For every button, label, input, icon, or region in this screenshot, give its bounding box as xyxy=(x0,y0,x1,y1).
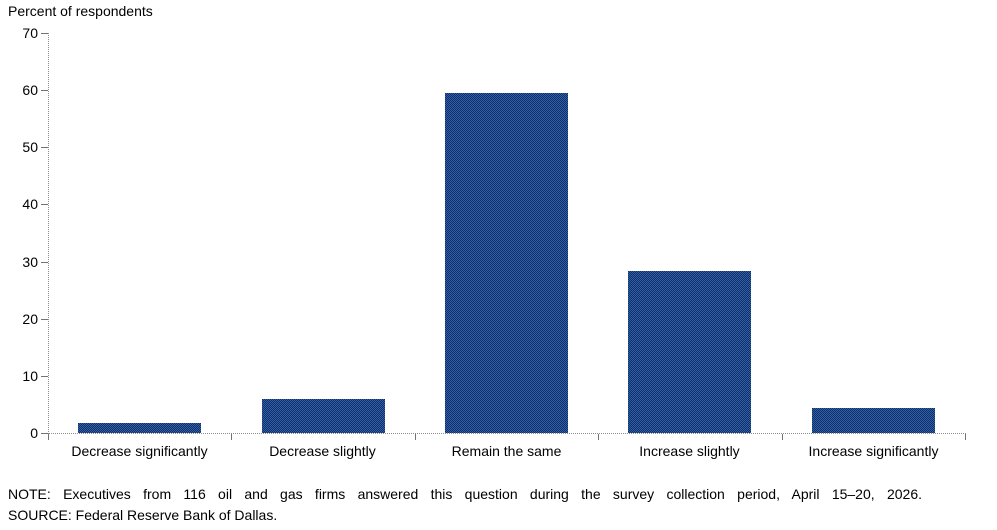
y-axis-tick xyxy=(41,319,48,320)
y-axis-tick-label: 10 xyxy=(22,368,38,384)
x-axis-category-label: Decrease slightly xyxy=(269,443,376,459)
plot-area xyxy=(48,33,966,434)
x-axis-category-label: Remain the same xyxy=(451,443,562,459)
y-axis-tick-label: 0 xyxy=(30,425,38,441)
x-axis-tick xyxy=(965,434,966,440)
bar-increase-slightly xyxy=(628,271,751,433)
y-axis-tick-label: 50 xyxy=(22,139,38,155)
y-axis-tick xyxy=(41,204,48,205)
x-axis-category-label: Increase significantly xyxy=(808,443,939,459)
x-axis-tick xyxy=(782,434,783,440)
y-axis-tick-label: 70 xyxy=(22,25,38,41)
bar-decrease-slightly xyxy=(262,399,385,433)
y-axis-tick-label: 30 xyxy=(22,254,38,270)
x-axis-tick xyxy=(415,434,416,440)
source-text: SOURCE: Federal Reserve Bank of Dallas. xyxy=(8,507,278,523)
y-axis-tick xyxy=(41,376,48,377)
x-axis-tick xyxy=(231,434,232,440)
y-axis-tick xyxy=(41,433,48,434)
y-axis-tick-label: 40 xyxy=(22,196,38,212)
x-axis-tick xyxy=(48,434,49,440)
x-axis-tick xyxy=(598,434,599,440)
x-axis-category-label: Decrease significantly xyxy=(71,443,208,459)
y-axis-tick xyxy=(41,90,48,91)
note-text: NOTE: Executives from 116 oil and gas fi… xyxy=(8,486,922,502)
y-axis-tick-label: 20 xyxy=(22,311,38,327)
x-axis-category-label: Increase slightly xyxy=(639,443,740,459)
y-axis-tick xyxy=(41,262,48,263)
bar-increase-significantly xyxy=(812,408,935,433)
bar-decrease-significantly xyxy=(78,423,201,433)
footnotes: NOTE: Executives from 116 oil and gas fi… xyxy=(8,484,989,526)
y-axis-tick-label: 60 xyxy=(22,82,38,98)
y-axis-tick xyxy=(41,147,48,148)
bar-remain-the-same xyxy=(445,93,568,433)
y-axis-title: Percent of respondents xyxy=(8,3,153,19)
y-axis-tick xyxy=(41,33,48,34)
